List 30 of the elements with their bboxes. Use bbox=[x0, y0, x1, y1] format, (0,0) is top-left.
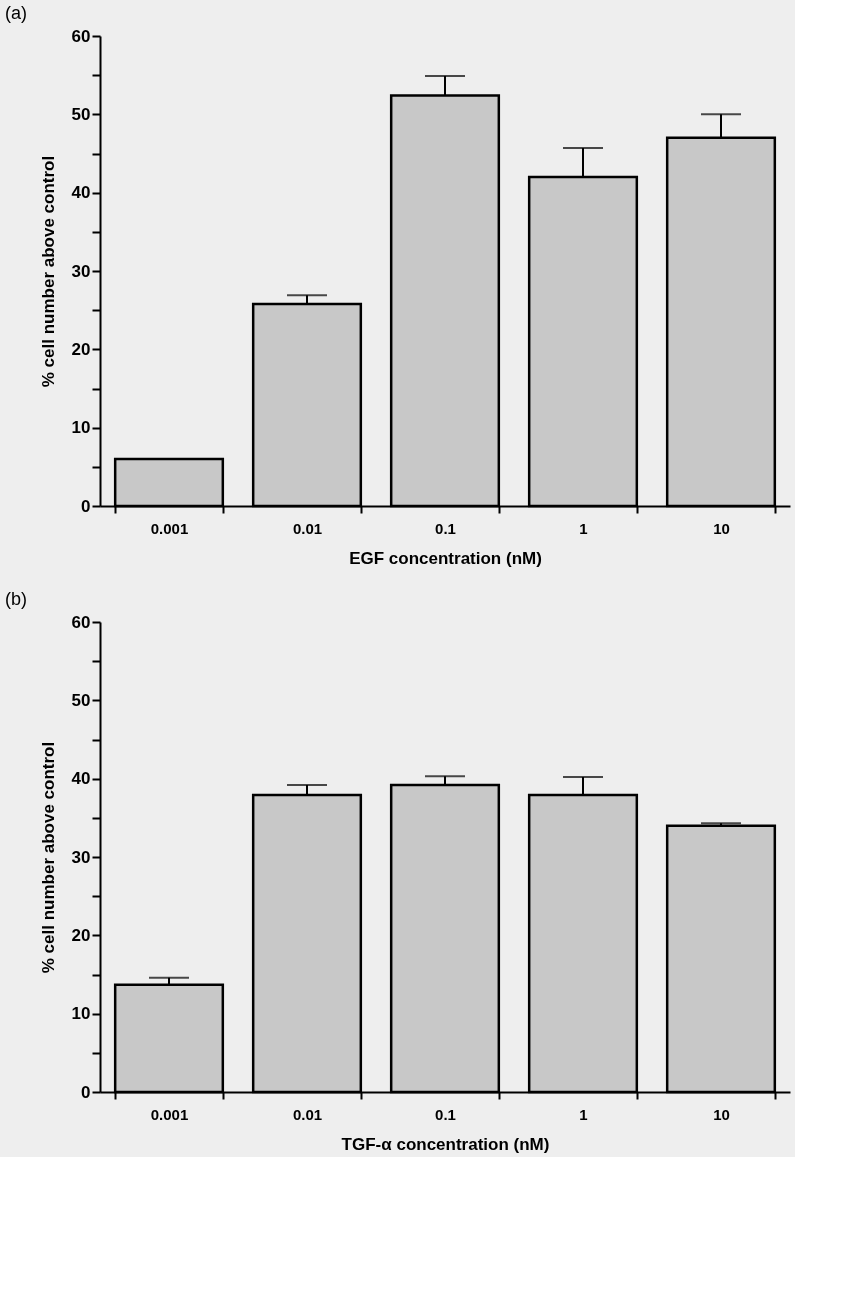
y-axis-title: % cell number above control bbox=[38, 155, 58, 388]
y-tick-label: 30 bbox=[71, 261, 91, 281]
chart-title: (a) bbox=[5, 3, 27, 23]
x-tick-label: 10 bbox=[713, 1105, 730, 1123]
y-tick-label: 50 bbox=[71, 104, 91, 124]
x-tick-label: 1 bbox=[579, 519, 588, 537]
y-tick-label: 20 bbox=[71, 339, 91, 359]
y-tick-label: 0 bbox=[81, 496, 91, 516]
x-tick-label: 0.001 bbox=[150, 519, 189, 537]
y-tick-label: 30 bbox=[71, 847, 91, 867]
x-tick-label: 0.001 bbox=[150, 1105, 189, 1123]
x-axis-title: EGF concentration (nM) bbox=[349, 548, 542, 568]
y-tick-label: 50 bbox=[71, 690, 91, 710]
y-tick-label: 60 bbox=[71, 26, 91, 46]
x-axis-title: TGF-α concentration (nM) bbox=[341, 1134, 550, 1154]
y-tick-label: 60 bbox=[71, 612, 91, 632]
y-tick-label: 10 bbox=[71, 418, 91, 438]
y-axis-title: % cell number above control bbox=[38, 741, 58, 974]
x-tick-label: 0.1 bbox=[435, 1105, 456, 1123]
x-tick-label: 10 bbox=[713, 519, 730, 537]
x-tick-label: 1 bbox=[579, 1105, 588, 1123]
x-tick-label: 0.1 bbox=[435, 519, 456, 537]
y-tick-label: 40 bbox=[71, 183, 91, 203]
x-tick-label: 0.01 bbox=[292, 519, 323, 537]
y-tick-label: 40 bbox=[71, 769, 91, 789]
x-tick-label: 0.01 bbox=[292, 1105, 323, 1123]
y-tick-label: 20 bbox=[71, 925, 91, 945]
y-tick-label: 10 bbox=[71, 1004, 91, 1024]
chart-title: (b) bbox=[5, 589, 27, 609]
y-tick-label: 0 bbox=[81, 1082, 91, 1102]
